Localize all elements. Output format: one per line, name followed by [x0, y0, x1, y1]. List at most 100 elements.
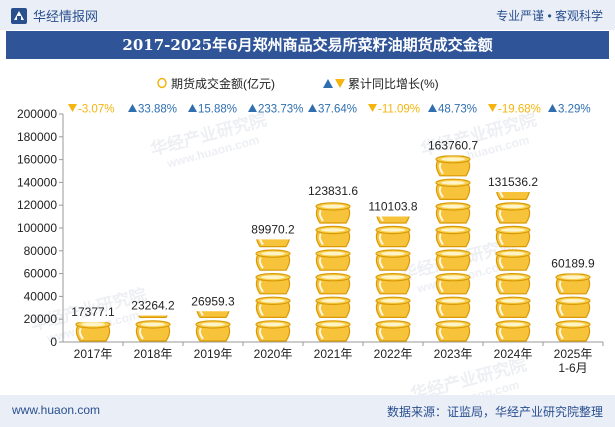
bar: [375, 216, 411, 342]
bar-pot: [375, 320, 411, 342]
bar-pot: [496, 192, 530, 200]
data-label: 17377.1: [71, 305, 115, 319]
legend-down-triangle-icon: [335, 79, 345, 88]
growth-up-triangle-icon: [308, 104, 317, 112]
growth-up-triangle-icon: [128, 104, 137, 112]
growth-up-triangle-icon: [428, 104, 437, 112]
bar-pot: [435, 249, 471, 271]
bar-pot: [375, 296, 411, 318]
growth-up-triangle-icon: [548, 104, 557, 112]
legend-label-amount: 期货成交金额(亿元): [171, 76, 275, 91]
x-tick-label: 2019年: [194, 347, 233, 361]
bar: [555, 273, 591, 342]
bar-pot: [495, 202, 531, 224]
bar-pot: [255, 320, 291, 342]
bar-pot: [495, 249, 531, 271]
y-tick-label: 120000: [17, 198, 57, 212]
growth-label: 3.29%: [558, 104, 591, 116]
bar-pot: [495, 320, 531, 342]
data-label: 163760.7: [428, 138, 478, 152]
growth-label: 233.73%: [258, 104, 303, 116]
bar-pot: [495, 296, 531, 318]
bar-pot: [315, 225, 351, 248]
legend: 期货成交金额(亿元) 累计同比增长(%): [157, 76, 439, 91]
data-label: 123831.6: [308, 184, 358, 198]
bar-pot: [375, 272, 411, 295]
y-tick-label: 0: [50, 335, 57, 349]
brand-name: 华经情报网: [33, 9, 99, 24]
bar-pot: [375, 225, 411, 248]
bar-pot: [256, 239, 290, 248]
bar: [495, 192, 531, 342]
x-tick-label: 2018年: [134, 347, 173, 361]
bar-pot: [495, 272, 531, 295]
y-tick-label: 80000: [24, 244, 58, 258]
x-tick-label: 2022年: [374, 347, 413, 361]
bar-pot: [255, 249, 291, 271]
top-bar: 华经情报网 专业严谨 • 客观科学: [0, 0, 615, 30]
bar-pot: [255, 296, 291, 318]
bar: [255, 239, 291, 342]
growth-label: 37.64%: [318, 104, 357, 116]
growth-label: -19.68%: [498, 104, 541, 116]
x-tick-label: 2024年: [494, 347, 533, 361]
footer: www.huaon.com 数据来源：证监局，华经产业研究院整理: [0, 395, 615, 427]
title-bar: 2017-2025年6月郑州商品交易所菜籽油期货成交金额: [6, 31, 609, 59]
x-tick-label: 2017年: [74, 347, 113, 361]
bar-pot: [555, 273, 591, 295]
y-tick-label: 160000: [17, 153, 57, 167]
bar-pot: [435, 296, 471, 318]
bar-pot: [435, 320, 471, 342]
slogan: 专业严谨 • 客观科学: [496, 9, 603, 23]
bar: [435, 155, 471, 342]
bar-pot: [555, 320, 591, 342]
y-tick-label: 40000: [24, 289, 58, 303]
bar-pot: [75, 322, 111, 342]
growth-down-triangle-icon: [488, 104, 497, 112]
legend-pot-icon: [157, 77, 167, 89]
y-tick-label: 60000: [24, 267, 58, 281]
y-tick-label: 100000: [17, 221, 57, 235]
bar-pot: [255, 272, 291, 295]
growth-down-triangle-icon: [68, 104, 77, 112]
data-label: 26959.3: [191, 294, 235, 308]
bar-pot: [196, 311, 230, 318]
bar-pot: [315, 272, 351, 295]
bar-pot: [315, 320, 351, 342]
growth-label: 15.88%: [198, 104, 237, 116]
growth-down-triangle-icon: [368, 104, 377, 112]
bar-pot: [435, 178, 471, 200]
bar: [315, 202, 351, 342]
bar-pot: [195, 320, 231, 342]
growth-label: 48.73%: [438, 104, 477, 116]
bar: [195, 311, 231, 342]
growth-up-triangle-icon: [188, 104, 197, 112]
bar-pot: [376, 216, 410, 224]
x-tick-label: 1-6月: [558, 361, 587, 375]
data-label: 110103.8: [368, 199, 417, 213]
huajing-logo-icon: [11, 7, 27, 24]
x-tick-label: 2020年: [254, 347, 293, 361]
legend-up-triangle-icon: [323, 79, 333, 88]
brand[interactable]: 华经情报网: [10, 6, 98, 25]
bar-pot: [315, 202, 351, 224]
chart-title: 2017-2025年6月郑州商品交易所菜籽油期货成交金额: [122, 36, 493, 54]
data-label: 89970.2: [251, 222, 295, 236]
data-label: 60189.9: [551, 256, 595, 270]
footer-url[interactable]: www.huaon.com: [12, 403, 101, 417]
bar-pot: [435, 272, 471, 295]
y-tick-label: 200000: [17, 107, 57, 121]
data-label: 131536.2: [488, 175, 538, 189]
bar: [135, 315, 171, 342]
growth-up-triangle-icon: [248, 104, 257, 112]
growth-label: -11.09%: [378, 104, 420, 116]
bar-pot: [435, 155, 471, 177]
bar-pot: [315, 296, 351, 318]
bar-pot: [555, 296, 591, 318]
bar-pot: [375, 249, 411, 271]
legend-label-growth: 累计同比增长(%): [348, 77, 439, 91]
x-tick-label: 2023年: [434, 347, 473, 361]
growth-label: -3.07%: [78, 104, 114, 116]
